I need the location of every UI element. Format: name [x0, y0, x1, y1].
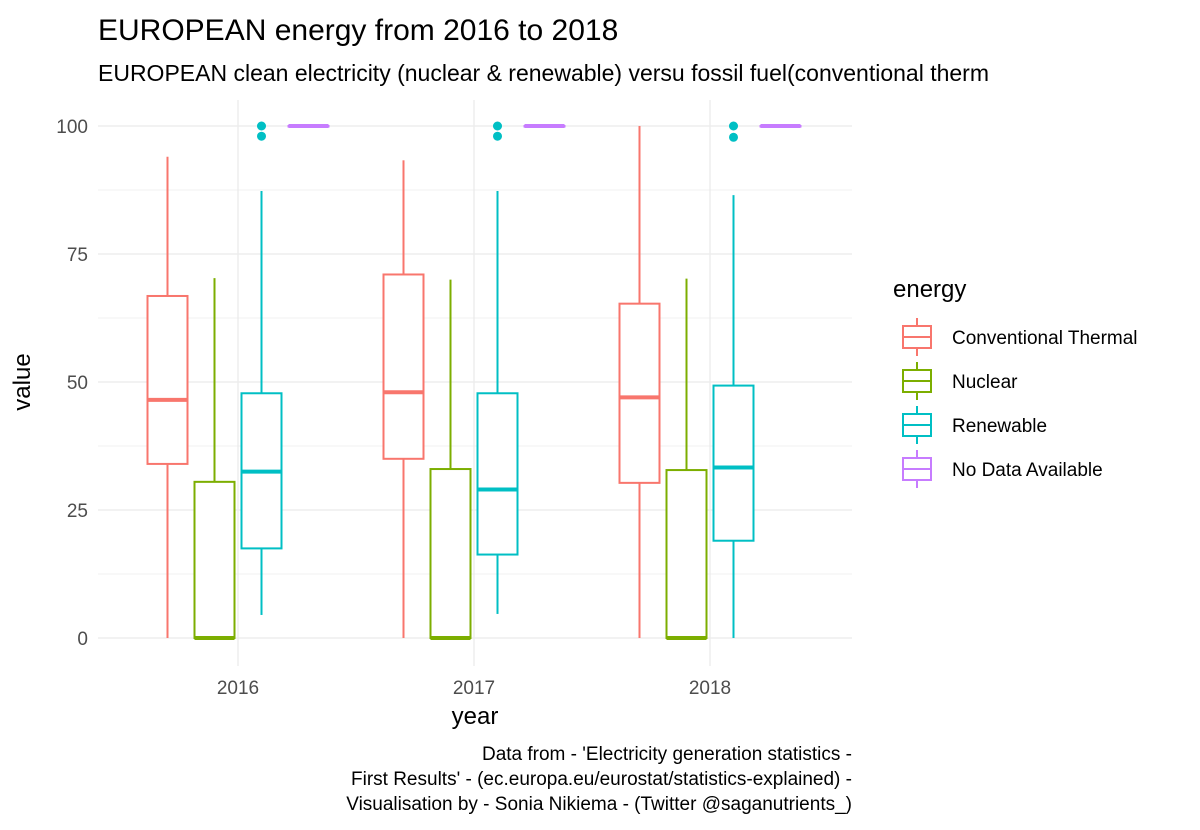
y-tick-label: 0 [77, 629, 88, 650]
caption-line: Visualisation by - Sonia Nikiema - (Twit… [346, 794, 852, 815]
legend-title: energy [893, 276, 966, 303]
caption: Data from - 'Electricity generation stat… [346, 744, 852, 815]
box [146, 294, 189, 465]
legend-item: Conventional Thermal [902, 318, 1138, 356]
y-tick-label: 100 [56, 117, 88, 138]
outlier-point [493, 131, 502, 141]
outlier-point [493, 121, 502, 131]
box [618, 302, 661, 484]
box [476, 392, 519, 556]
chart-title: EUROPEAN energy from 2016 to 2018 [98, 14, 618, 47]
legend-item: No Data Available [902, 450, 1103, 488]
boxplot-nuclear-2018 [665, 278, 708, 640]
boxplot-nuclear-2016 [193, 278, 236, 640]
y-tick-label: 75 [67, 245, 88, 266]
boxplot-conventional-thermal-2017 [382, 160, 425, 638]
caption-line: First Results' - (ec.europa.eu/eurostat/… [351, 769, 852, 790]
box [712, 384, 755, 542]
caption-line: Data from - 'Electricity generation stat… [482, 744, 852, 765]
x-tick-label: 2018 [689, 678, 731, 699]
x-axis-title: year [452, 703, 499, 730]
chart-subtitle: EUROPEAN clean electricity (nuclear & re… [98, 60, 989, 86]
legend-label: No Data Available [952, 460, 1103, 481]
boxplot-no-data-available-2016 [287, 124, 330, 128]
boxplot-no-data-available-2018 [759, 124, 802, 128]
x-tick-label: 2017 [453, 678, 495, 699]
box [429, 468, 472, 640]
outlier-point [729, 132, 738, 142]
box [193, 480, 236, 639]
boxplot-conventional-thermal-2018 [618, 126, 661, 638]
y-tick-label: 50 [67, 373, 88, 394]
legend-label: Conventional Thermal [952, 328, 1138, 349]
x-axis-ticks: 2016 2017 2018 [217, 678, 731, 699]
y-axis-ticks: 0 25 50 75 100 [56, 117, 88, 650]
boxplot-nuclear-2017 [429, 279, 472, 640]
x-tick-label: 2016 [217, 678, 259, 699]
legend: energy Conventional Thermal Nuclear Renewa… [893, 276, 1138, 488]
boxplot-renewable-2017 [476, 121, 519, 614]
box-plots [146, 121, 802, 640]
outlier-point [729, 121, 738, 131]
y-tick-label: 25 [67, 501, 88, 522]
boxplot-no-data-available-2017 [523, 124, 566, 128]
box [665, 469, 708, 639]
legend-item: Renewable [902, 406, 1047, 444]
boxplot-conventional-thermal-2016 [146, 156, 189, 638]
legend-label: Nuclear [952, 372, 1018, 393]
legend-label: Renewable [952, 416, 1047, 437]
outlier-point [257, 121, 266, 131]
box [382, 273, 425, 460]
legend-item: Nuclear [902, 362, 1018, 400]
outlier-point [257, 131, 266, 141]
boxplot-renewable-2018 [712, 121, 755, 638]
y-axis-title: value [9, 353, 36, 410]
boxplot-renewable-2016 [240, 121, 283, 615]
